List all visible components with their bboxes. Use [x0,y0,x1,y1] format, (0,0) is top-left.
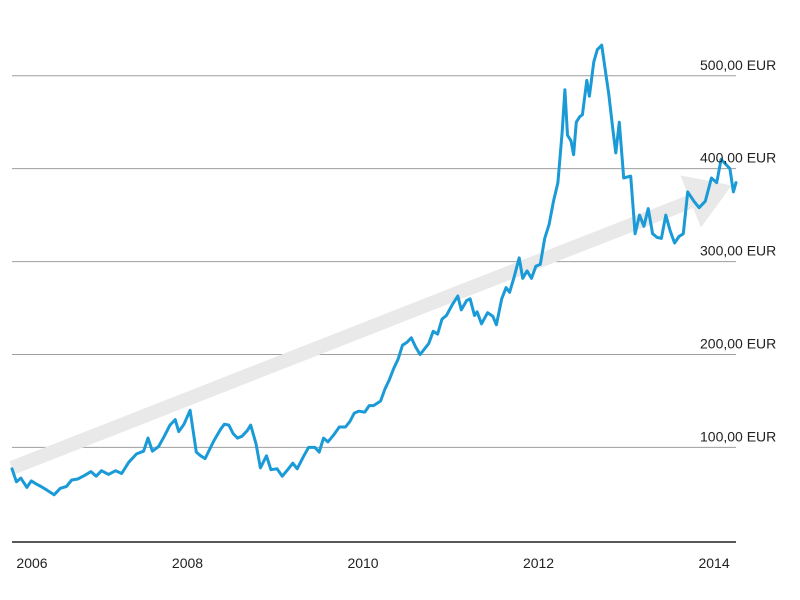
x-tick-label-2012: 2012 [523,555,554,571]
trend-arrow-shape [9,175,732,475]
y-tick-label-300: 300,00 EUR [700,243,776,259]
series-layer [10,43,738,497]
y-axis-labels: 100,00 EUR 200,00 EUR 300,00 EUR 400,00 EUR… [700,57,776,445]
gridlines [12,75,736,448]
series-line-0 [10,43,738,497]
trend-arrow [9,175,732,475]
x-tick-label-2006: 2006 [16,555,47,571]
x-tick-label-2008: 2008 [172,555,203,571]
y-tick-label-200: 200,00 EUR [700,336,776,352]
x-tick-label-2010: 2010 [347,555,378,571]
y-tick-label-400: 400,00 EUR [700,150,776,166]
x-tick-label-2014: 2014 [698,555,729,571]
y-tick-label-500: 500,00 EUR [700,57,776,73]
x-axis-labels: 2006 2008 2010 2012 2014 [16,555,729,571]
y-tick-label-100: 100,00 EUR [700,428,776,444]
